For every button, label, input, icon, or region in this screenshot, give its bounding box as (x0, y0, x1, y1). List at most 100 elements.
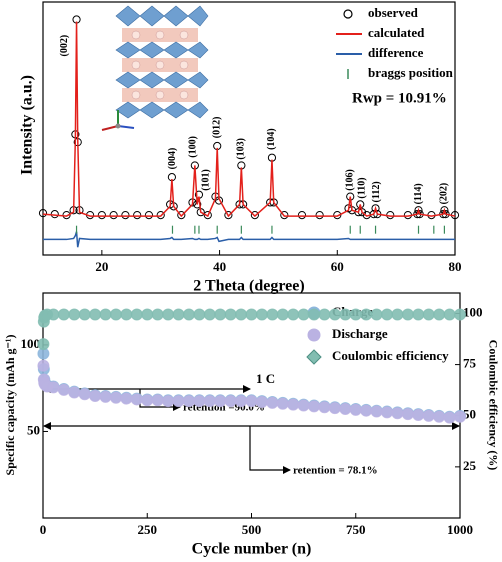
data-point (287, 398, 300, 411)
legend-label: calculated (368, 25, 425, 40)
data-point (433, 410, 446, 423)
data-point (328, 308, 341, 321)
data-point (130, 393, 143, 406)
data-point (78, 388, 91, 401)
data-point (245, 308, 258, 321)
peak-label: (202) (439, 183, 450, 205)
data-point (214, 308, 227, 321)
observed-point (177, 211, 186, 220)
data-point (318, 401, 331, 414)
data-point (193, 395, 206, 408)
crystal-inset (115, 5, 209, 119)
data-point (68, 308, 81, 321)
observed-point (144, 211, 154, 220)
data-point (47, 381, 60, 394)
y-tick-label: 50 (27, 422, 40, 437)
data-point (89, 308, 102, 321)
observed-point (297, 211, 307, 220)
data-point (214, 395, 227, 408)
data-point (203, 308, 216, 321)
data-point (391, 308, 404, 321)
peak-label: (101) (200, 169, 211, 191)
data-point (276, 397, 289, 410)
data-point (235, 395, 248, 408)
data-point (318, 308, 331, 321)
x-tick-label: 1000 (447, 522, 473, 537)
data-point (235, 308, 248, 321)
observed-point (250, 211, 259, 220)
data-point (68, 386, 81, 399)
y2-axis-title: Coulombic efficiency (%) (486, 340, 500, 471)
observed-point (133, 211, 142, 220)
data-point (391, 407, 404, 420)
x-tick-label: 250 (138, 522, 158, 537)
y-axis-title: Specific capacity (mAh g⁻¹) (3, 335, 17, 476)
data-point (162, 308, 175, 321)
peak-label: (112) (371, 181, 382, 202)
data-point (182, 395, 195, 408)
x-tick-label: 750 (346, 522, 366, 537)
x-tick-label: 60 (331, 259, 344, 274)
data-point (401, 308, 414, 321)
data-point (109, 391, 122, 404)
peak-label: (114) (413, 183, 424, 204)
peak-label: (012) (212, 117, 223, 139)
y-tick-label: 100 (21, 336, 41, 351)
legend-label: Coulombic efficiency (332, 348, 449, 363)
y2-tick-label: 100 (463, 304, 483, 319)
peak-label: (104) (266, 128, 277, 150)
data-point (443, 308, 456, 321)
data-point (224, 395, 237, 408)
x-tick-label: 0 (40, 522, 47, 537)
legend-symbol (306, 349, 322, 365)
observed-point (333, 211, 342, 220)
peak-label: (106) (345, 169, 356, 191)
observed-point (224, 211, 233, 220)
legend-symbol (343, 9, 353, 19)
data-point (182, 308, 195, 321)
observed-point (121, 211, 130, 220)
data-point (130, 308, 143, 321)
observed-point (50, 210, 59, 219)
retention-label: retention = 78.1% (293, 465, 378, 477)
data-point (370, 405, 383, 418)
observed-point (371, 204, 380, 213)
y-axis-title: Intensity (a.u.) (19, 75, 36, 175)
data-point (412, 409, 425, 422)
data-point (381, 308, 394, 321)
y2-tick-label: 75 (463, 356, 477, 371)
data-point (224, 308, 237, 321)
data-point (401, 408, 414, 421)
data-point (172, 308, 185, 321)
data-point (120, 392, 133, 405)
observed-point (280, 211, 289, 220)
data-point (381, 406, 394, 419)
data-point (203, 395, 216, 408)
legend-symbol (307, 328, 321, 342)
rate-label: 1 C (256, 371, 275, 386)
data-point (245, 395, 258, 408)
data-point (328, 402, 341, 415)
data-point (120, 308, 133, 321)
legend-label: braggs position (368, 65, 454, 80)
data-point (266, 308, 279, 321)
data-point (422, 409, 435, 422)
legend-label: observed (368, 5, 419, 20)
rwp-label: Rwp = 10.91% (352, 90, 447, 106)
data-point (141, 394, 154, 407)
data-point (443, 411, 456, 424)
peak-label: (110) (356, 177, 367, 198)
data-point (339, 402, 352, 415)
data-point (193, 308, 206, 321)
data-point (308, 308, 321, 321)
x-tick-label: 500 (242, 522, 262, 537)
data-point (370, 308, 383, 321)
observed-point (440, 206, 449, 215)
x-tick-label: 40 (213, 259, 226, 274)
data-point (57, 308, 70, 321)
data-point (433, 308, 446, 321)
data-point (308, 400, 321, 413)
data-point (37, 338, 50, 351)
data-point (57, 383, 70, 396)
observed-point (203, 211, 212, 220)
